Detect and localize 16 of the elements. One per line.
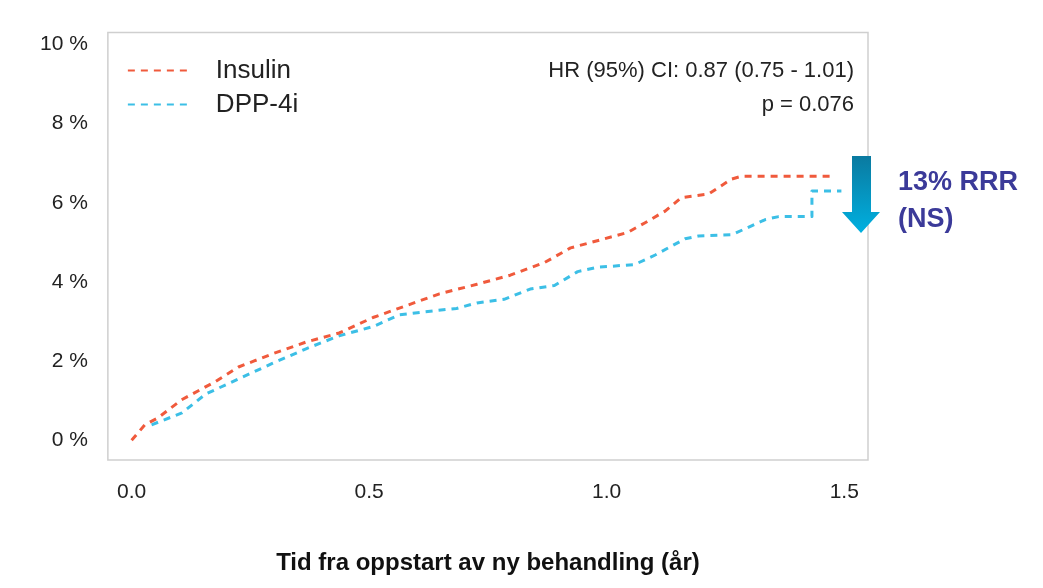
y-tick-label: 0 %	[51, 427, 88, 451]
annotation: HR (95%) CI: 0.87 (0.75 - 1.01)	[548, 56, 854, 82]
y-tick-label: 8 %	[51, 110, 88, 134]
text: 13% RRR (NS)	[898, 166, 1019, 234]
y-tick-label: 6 %	[51, 189, 88, 213]
y-tick-label: 2 %	[51, 347, 88, 371]
x-tick-label: 0.0	[117, 479, 147, 503]
annotation: p = 0.076	[761, 90, 854, 116]
y-tick-label: 10 %	[39, 31, 88, 55]
legend-label: Insulin	[215, 53, 292, 84]
x-tick-label: 1.5	[829, 479, 859, 503]
x-tick-label: 1.0	[592, 479, 622, 503]
y-tick-label: 4 %	[51, 268, 88, 292]
x-axis-title: Tid fra oppstart av ny behandling (år)	[276, 548, 700, 576]
x-tick-label: 0.5	[354, 479, 384, 503]
legend-label: DPP-4i	[215, 87, 299, 118]
